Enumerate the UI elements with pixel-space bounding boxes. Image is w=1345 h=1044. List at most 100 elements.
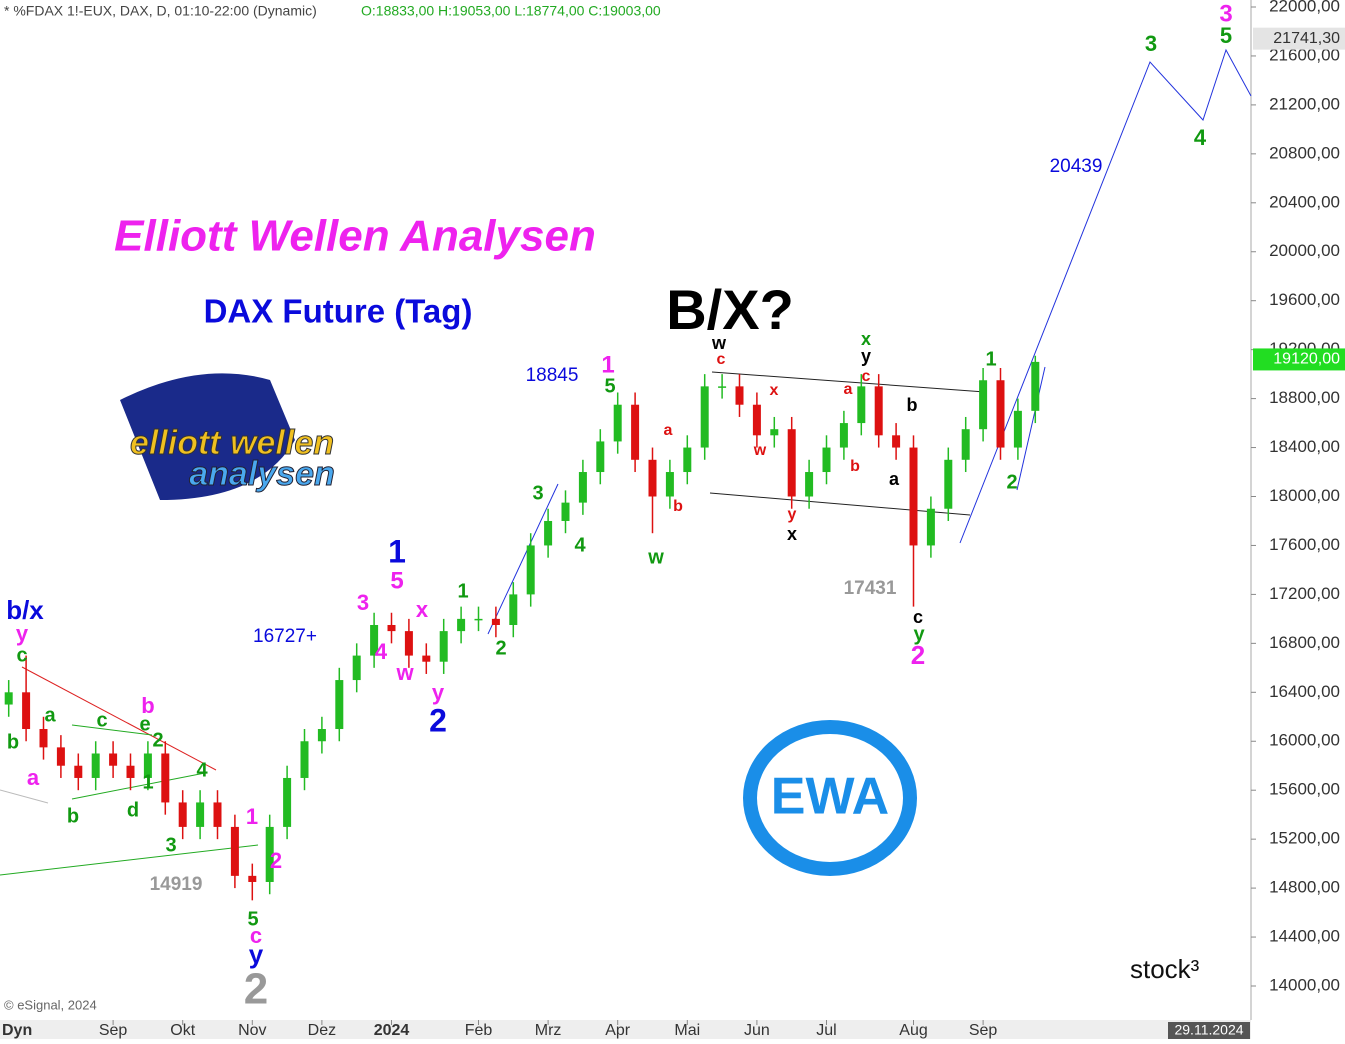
- candle-body: [352, 655, 361, 681]
- x-tick-label: Okt: [170, 1022, 195, 1039]
- logo-text: elliott wellen: [130, 424, 334, 462]
- x-axis-area: [0, 1020, 1251, 1039]
- y-tick-label: 22000,00: [1269, 0, 1340, 15]
- candle-body: [213, 802, 222, 827]
- candle-body: [805, 472, 814, 497]
- wave-label: c: [862, 368, 871, 385]
- candle-body: [631, 404, 640, 460]
- candle-body: [457, 618, 466, 632]
- wave-label: 2: [911, 640, 925, 670]
- candle-body: [526, 545, 535, 595]
- candle-body: [596, 441, 605, 473]
- wave-label: 18845: [526, 365, 579, 386]
- wave-label: 1: [985, 348, 996, 370]
- candle-body: [961, 429, 970, 460]
- x-tick-label: Mai: [674, 1022, 700, 1039]
- wave-label: 4: [196, 759, 208, 781]
- projection-line: [959, 48, 1252, 544]
- candle-body: [230, 826, 239, 876]
- wave-label: a: [27, 765, 40, 790]
- trend-line: [0, 789, 49, 804]
- wave-label: a: [44, 704, 56, 726]
- y-tick-label: 14800,00: [1269, 878, 1340, 897]
- badge: EWA: [743, 720, 917, 876]
- candle-body: [892, 435, 901, 448]
- wave-label: b: [850, 458, 860, 475]
- price-marker: [1253, 348, 1345, 371]
- x-tick-label: Mrz: [535, 1022, 562, 1039]
- wave-label: b: [673, 498, 683, 515]
- x-tick-label: Apr: [605, 1022, 631, 1039]
- wave-label: b: [67, 805, 79, 827]
- candle-body: [752, 404, 761, 436]
- y-axis-area: [1251, 0, 1345, 1039]
- wave-label: y: [432, 680, 445, 705]
- candle-body: [300, 741, 309, 778]
- badge-ring: [743, 720, 917, 876]
- wave-label: y: [249, 939, 264, 969]
- badge-text: EWA: [771, 768, 889, 826]
- wave-label: c: [717, 351, 726, 368]
- mode: Dyn: [2, 1022, 32, 1039]
- subtitle: DAX Future (Tag): [204, 293, 473, 330]
- candle-body: [4, 692, 13, 705]
- y-tick-label: 16800,00: [1269, 633, 1340, 652]
- y-tick-label: 21200,00: [1269, 94, 1340, 113]
- wave-label: 1: [142, 771, 153, 793]
- candle-body: [544, 520, 553, 546]
- candle-body: [283, 777, 292, 827]
- trend-line: [0, 844, 259, 876]
- wave-label: 2: [270, 848, 282, 873]
- wave-label: w: [711, 333, 727, 353]
- wave-label: 5: [390, 567, 403, 594]
- candle-body: [665, 472, 674, 497]
- candle-body: [474, 618, 483, 621]
- candle-body: [857, 386, 866, 424]
- x-tick-label: Jun: [744, 1022, 770, 1039]
- candle-body: [491, 618, 500, 625]
- trend-line: [71, 772, 206, 800]
- wave-label: y: [913, 623, 925, 645]
- candle-body: [74, 765, 83, 778]
- wave-label: b: [907, 395, 918, 415]
- wave-label: w: [753, 442, 767, 459]
- candle-body: [422, 655, 431, 662]
- y-tick-label: 20800,00: [1269, 143, 1340, 162]
- price-marker-label: 19120,00: [1273, 351, 1340, 368]
- candle-body: [648, 459, 657, 497]
- wave-label: x: [787, 524, 797, 544]
- wave-label: 2: [495, 637, 506, 659]
- candle-body: [944, 459, 953, 509]
- wave-label: a: [889, 469, 900, 489]
- wave-label: 2: [152, 729, 163, 751]
- wave-label: y: [788, 506, 797, 523]
- y-tick-label: 19600,00: [1269, 290, 1340, 309]
- candle-body: [439, 631, 448, 662]
- trend-line: [71, 724, 153, 736]
- x-tick-label: Aug: [899, 1022, 927, 1039]
- header-ohlc: O:18833,00 H:19053,00 L:18774,00 C:19003…: [361, 3, 661, 19]
- x-tick-label: Nov: [238, 1022, 266, 1039]
- channel-line: [709, 492, 971, 516]
- candle-body: [718, 386, 727, 388]
- candle-body: [822, 447, 831, 473]
- y-tick-label: 18800,00: [1269, 388, 1340, 407]
- channel-line: [711, 371, 986, 393]
- wave-label: 5: [1220, 23, 1232, 48]
- candle-body: [979, 380, 988, 430]
- wave-label: 3: [1145, 31, 1157, 56]
- x-tick-label: Sep: [969, 1022, 998, 1039]
- wave-label: 3: [1219, 0, 1232, 27]
- wave-label: 3: [165, 834, 176, 856]
- wave-label: c: [16, 644, 27, 666]
- x-tick-label: Dez: [308, 1022, 336, 1039]
- wave-label: b: [141, 693, 154, 718]
- candle-body: [909, 447, 918, 546]
- y-tick-label: 16000,00: [1269, 731, 1340, 750]
- candle-body: [578, 472, 587, 503]
- trend-lines: [0, 48, 1252, 876]
- candle-body: [22, 692, 31, 730]
- candle-body: [770, 429, 779, 436]
- wave-label: x: [770, 382, 779, 399]
